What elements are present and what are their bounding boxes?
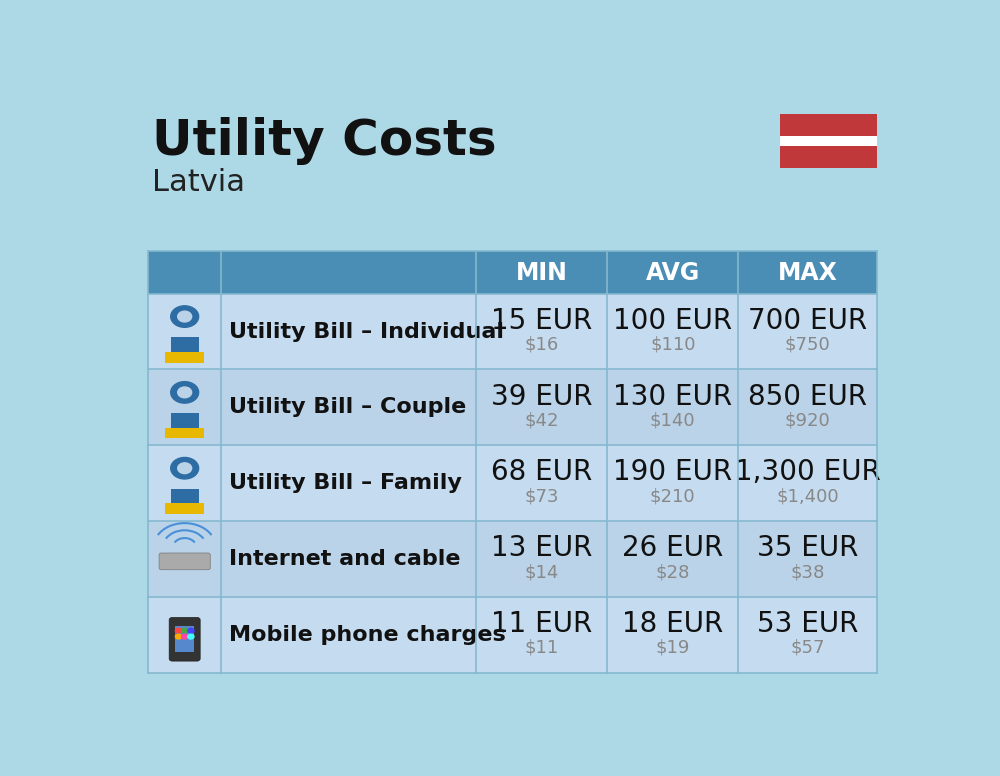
FancyBboxPatch shape — [780, 136, 877, 147]
Text: 850 EUR: 850 EUR — [748, 383, 867, 411]
Text: AVG: AVG — [646, 261, 700, 285]
FancyBboxPatch shape — [169, 618, 200, 661]
FancyBboxPatch shape — [165, 504, 204, 514]
Text: Utility Bill – Individual: Utility Bill – Individual — [229, 321, 504, 341]
Text: 700 EUR: 700 EUR — [748, 307, 867, 334]
FancyBboxPatch shape — [165, 428, 204, 438]
Text: 190 EUR: 190 EUR — [613, 459, 732, 487]
Circle shape — [188, 634, 194, 639]
Circle shape — [178, 462, 192, 473]
Text: $73: $73 — [524, 487, 559, 505]
Text: $750: $750 — [785, 336, 830, 354]
Text: $57: $57 — [790, 639, 825, 657]
Text: $1,400: $1,400 — [776, 487, 839, 505]
Text: $42: $42 — [524, 411, 559, 429]
FancyBboxPatch shape — [171, 489, 199, 507]
Text: 11 EUR: 11 EUR — [491, 610, 592, 638]
Text: $140: $140 — [650, 411, 696, 429]
Text: $16: $16 — [525, 336, 559, 354]
Circle shape — [175, 629, 182, 633]
Text: 18 EUR: 18 EUR — [622, 610, 723, 638]
Text: $28: $28 — [656, 563, 690, 581]
Text: MAX: MAX — [778, 261, 837, 285]
FancyBboxPatch shape — [148, 521, 877, 597]
Circle shape — [171, 458, 199, 479]
Text: Mobile phone charges: Mobile phone charges — [229, 625, 506, 645]
Text: Utility Bill – Couple: Utility Bill – Couple — [229, 397, 466, 417]
Text: $210: $210 — [650, 487, 696, 505]
FancyBboxPatch shape — [159, 553, 210, 570]
Text: 1,300 EUR: 1,300 EUR — [735, 459, 880, 487]
Text: Utility Bill – Family: Utility Bill – Family — [229, 473, 462, 494]
Text: $110: $110 — [650, 336, 696, 354]
Text: $38: $38 — [790, 563, 825, 581]
FancyBboxPatch shape — [175, 626, 194, 652]
Text: 26 EUR: 26 EUR — [622, 534, 723, 563]
Circle shape — [182, 629, 188, 633]
Text: Latvia: Latvia — [152, 168, 245, 197]
FancyBboxPatch shape — [165, 352, 204, 362]
FancyBboxPatch shape — [148, 293, 877, 369]
Text: MIN: MIN — [516, 261, 568, 285]
Text: 100 EUR: 100 EUR — [613, 307, 732, 334]
FancyBboxPatch shape — [148, 445, 877, 521]
Circle shape — [182, 634, 188, 639]
Text: 53 EUR: 53 EUR — [757, 610, 858, 638]
FancyBboxPatch shape — [780, 147, 877, 168]
Circle shape — [171, 382, 199, 404]
FancyBboxPatch shape — [148, 251, 877, 293]
Circle shape — [188, 629, 194, 633]
Text: 68 EUR: 68 EUR — [491, 459, 592, 487]
Text: 130 EUR: 130 EUR — [613, 383, 732, 411]
FancyBboxPatch shape — [148, 369, 877, 445]
Text: 15 EUR: 15 EUR — [491, 307, 592, 334]
Circle shape — [178, 311, 192, 322]
Circle shape — [171, 306, 199, 327]
FancyBboxPatch shape — [780, 114, 877, 136]
Text: $19: $19 — [656, 639, 690, 657]
Text: $14: $14 — [524, 563, 559, 581]
FancyBboxPatch shape — [171, 338, 199, 355]
Circle shape — [175, 634, 182, 639]
FancyBboxPatch shape — [171, 414, 199, 431]
Text: $11: $11 — [525, 639, 559, 657]
Text: Internet and cable: Internet and cable — [229, 549, 460, 569]
Text: 39 EUR: 39 EUR — [491, 383, 592, 411]
Text: Utility Costs: Utility Costs — [152, 117, 497, 165]
Circle shape — [178, 387, 192, 398]
Text: 13 EUR: 13 EUR — [491, 534, 592, 563]
Text: $920: $920 — [785, 411, 830, 429]
Text: 35 EUR: 35 EUR — [757, 534, 858, 563]
FancyBboxPatch shape — [148, 597, 877, 673]
